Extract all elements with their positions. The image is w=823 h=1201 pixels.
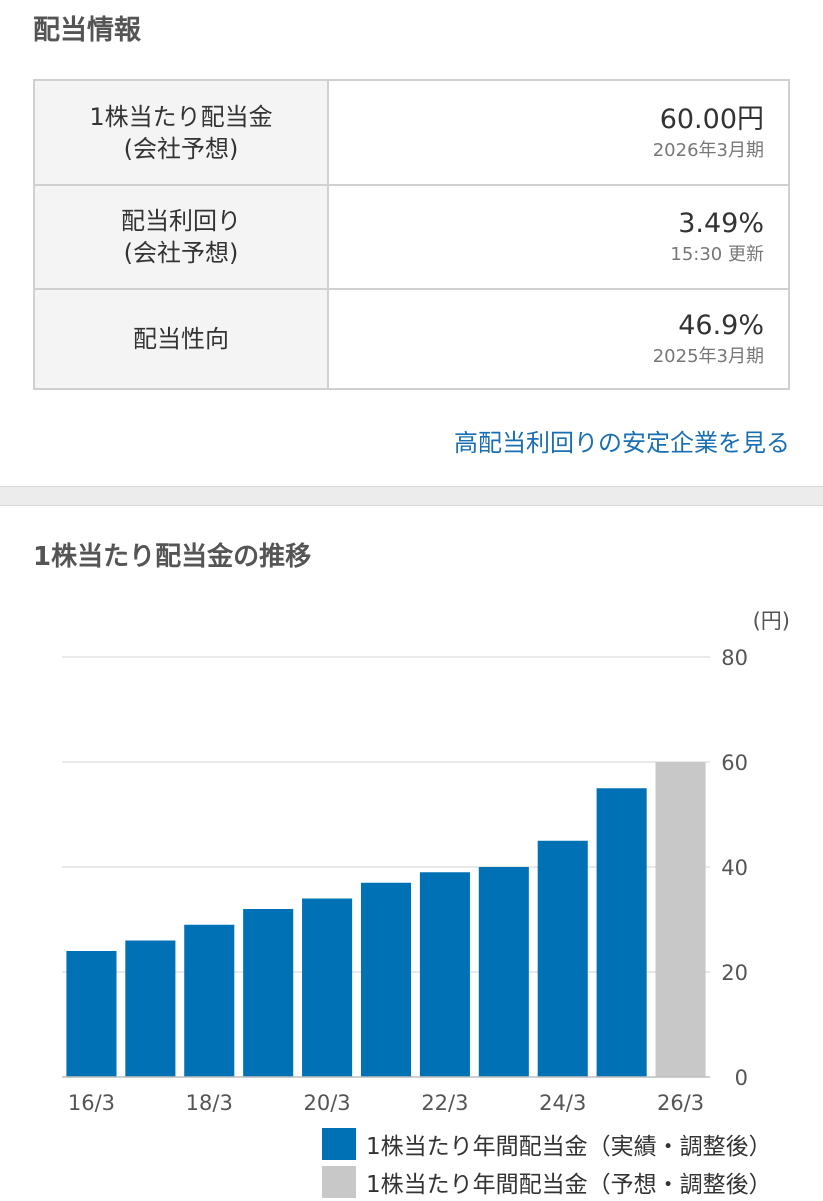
bar-actual	[184, 924, 235, 1077]
row-label-line1: 配当性向	[133, 325, 229, 353]
table-row: 配当利回り (会社予想) 3.49% 15:30 更新	[33, 184, 790, 290]
y-tick-label: 0	[735, 1066, 748, 1090]
dividend-per-share-value: 60.00円	[659, 103, 764, 135]
table-row: 配当性向 46.9% 2025年3月期	[33, 288, 790, 390]
row-label-line2: (会社予想)	[123, 134, 239, 163]
bar-actual	[66, 951, 117, 1077]
bar-forecast	[655, 762, 706, 1077]
bar-actual	[478, 867, 529, 1077]
table-row: 1株当たり配当金 (会社予想) 60.00円 2026年3月期	[33, 79, 790, 186]
x-tick-label: 18/3	[186, 1091, 233, 1115]
x-tick-label: 22/3	[421, 1091, 468, 1115]
y-tick-label: 80	[721, 646, 748, 670]
dividend-info-table: 1株当たり配当金 (会社予想) 60.00円 2026年3月期 配当利回り (会…	[33, 79, 790, 390]
payout-ratio-period: 2025年3月期	[652, 346, 764, 367]
legend-item-actual: 1株当たり年間配当金（実績・調整後）	[322, 1125, 772, 1163]
row-value: 46.9% 2025年3月期	[327, 288, 790, 390]
row-label-line1: 配当利回り	[121, 207, 241, 235]
y-unit-label: (円)	[753, 609, 790, 633]
y-tick-label: 60	[721, 751, 748, 775]
row-label: 配当性向	[33, 288, 329, 390]
bar-actual	[419, 872, 470, 1077]
row-label: 1株当たり配当金 (会社予想)	[33, 79, 329, 186]
bar-actual	[537, 840, 588, 1077]
dividend-yield-updated: 15:30 更新	[670, 244, 764, 265]
bar-actual	[596, 788, 647, 1077]
dividend-bar-chart: 0 20 40 60 80(円) 16/3 18/3 20/3 22/3 24/3 26/3	[62, 609, 790, 1115]
high-yield-companies-link[interactable]: 高配当利回りの安定企業を見る	[454, 429, 790, 457]
x-tick-label: 24/3	[539, 1091, 586, 1115]
bar-actual	[125, 940, 176, 1077]
x-tick-label: 16/3	[68, 1091, 115, 1115]
row-value: 3.49% 15:30 更新	[327, 184, 790, 290]
x-tick-label: 26/3	[657, 1091, 704, 1115]
row-label-line1: 1株当たり配当金	[89, 102, 273, 131]
bar-actual	[243, 909, 294, 1077]
legend-label-actual: 1株当たり年間配当金（実績・調整後）	[366, 1134, 772, 1160]
x-tick-label: 20/3	[304, 1091, 351, 1115]
legend-swatch-actual	[322, 1128, 356, 1160]
section-divider	[0, 486, 823, 506]
legend-swatch-forecast	[322, 1166, 356, 1198]
dividend-per-share-period: 2026年3月期	[652, 139, 764, 161]
legend-label-forecast: 1株当たり年間配当金（予想・調整後）	[366, 1172, 772, 1198]
row-label: 配当利回り (会社予想)	[33, 184, 329, 290]
bar-actual	[302, 898, 353, 1077]
legend-item-forecast: 1株当たり年間配当金（予想・調整後）	[322, 1163, 772, 1201]
row-label-line2: (会社予想)	[123, 239, 239, 267]
chart-legend: 1株当たり年間配当金（実績・調整後） 1株当たり年間配当金（予想・調整後）	[322, 1125, 772, 1201]
section-title: 配当情報	[33, 15, 141, 46]
y-tick-label: 20	[721, 961, 748, 985]
y-tick-label: 40	[721, 856, 748, 880]
dividend-yield-value: 3.49%	[678, 208, 764, 239]
row-value: 60.00円 2026年3月期	[327, 79, 790, 186]
bar-actual	[360, 882, 412, 1077]
chart-title: 1株当たり配当金の推移	[33, 542, 312, 572]
payout-ratio-value: 46.9%	[678, 310, 764, 341]
